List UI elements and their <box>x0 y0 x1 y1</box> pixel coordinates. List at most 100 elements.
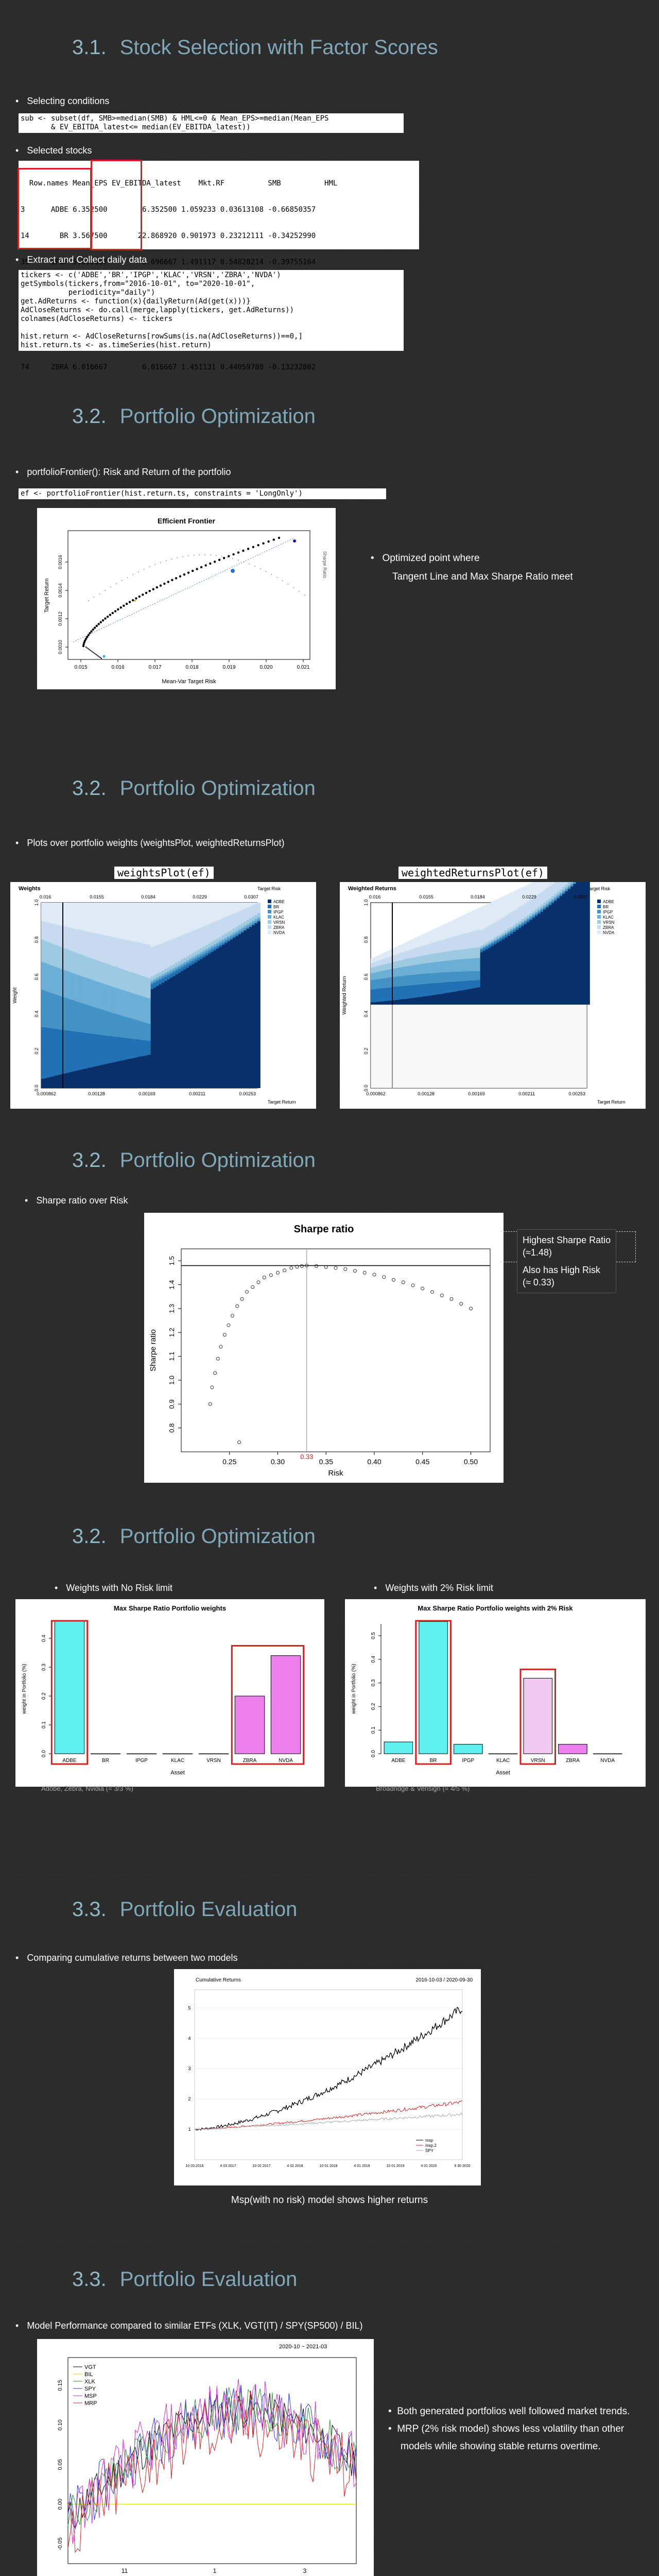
y-tick-label: 0.3 <box>41 1664 47 1671</box>
weight-band <box>57 1075 61 1088</box>
legend-label: ADBE <box>273 900 285 904</box>
weight-band <box>540 892 544 905</box>
weight-band <box>238 929 241 931</box>
weight-band <box>524 903 527 918</box>
weight-band <box>186 956 189 960</box>
weight-band <box>395 986 398 1000</box>
weight-band <box>249 926 252 927</box>
etf-svg: 2020-10 ~ 2021-03 Cumulative Returns -0.… <box>57 2344 357 2574</box>
weight-band <box>417 956 421 964</box>
weight-band <box>112 987 116 1013</box>
weight-band <box>63 903 66 927</box>
weight-band <box>581 876 585 1005</box>
weight-band <box>175 903 179 938</box>
weight-band <box>159 979 162 985</box>
weight-band <box>475 958 478 971</box>
weight-band <box>425 944 429 955</box>
x-tick-label: 10 03 2016 <box>185 2164 203 2168</box>
weight-band <box>529 918 533 921</box>
weight-band <box>381 971 385 979</box>
weight-band <box>557 879 560 892</box>
weight-band <box>505 933 508 934</box>
legend-label: IPGP <box>603 910 613 914</box>
weight-band <box>510 929 513 930</box>
weight-band <box>41 940 44 962</box>
frontier-point-lower <box>91 651 93 652</box>
slide-stock-selection: 3.1.Stock Selection with Factor Scores S… <box>0 0 659 376</box>
weight-band <box>515 925 519 927</box>
weight-band <box>499 936 502 938</box>
note-line: • Optimized point where <box>371 553 480 564</box>
y-tick-label: 0.0 <box>41 1750 47 1757</box>
bullet-etf-comparison: Model Performance compared to similar ET… <box>15 2320 362 2331</box>
x-axis-label: Asset <box>496 1770 510 1776</box>
weight-band <box>164 980 168 1088</box>
weight-band <box>238 934 241 1088</box>
weight-band <box>414 985 418 998</box>
bar <box>558 1744 587 1754</box>
weight-band <box>93 1007 96 1034</box>
weight-band <box>436 927 440 941</box>
sharpe-point <box>401 1280 405 1284</box>
y-tick-label: 0.2 <box>41 1692 47 1700</box>
y-tick-label: 0.8 <box>363 937 369 943</box>
sharpe-point <box>262 1276 266 1280</box>
weight-band <box>398 976 402 987</box>
y-tick-label: 1.1 <box>168 1352 176 1361</box>
weight-band <box>469 980 473 989</box>
weight-band <box>189 958 192 961</box>
weight-band <box>411 957 415 965</box>
weight-band <box>540 909 544 910</box>
weight-band <box>527 922 530 1005</box>
weight-band <box>55 1028 58 1076</box>
weight-band <box>433 962 437 973</box>
weight-band <box>55 994 58 1029</box>
weight-band <box>85 1068 88 1088</box>
sharpe-curve-point <box>160 562 161 563</box>
weight-band <box>167 940 170 968</box>
weight-band <box>453 991 456 1005</box>
weight-band <box>494 937 497 940</box>
weight-band <box>44 963 47 991</box>
weight-band <box>548 901 552 903</box>
weight-band <box>194 929 198 952</box>
weight-band <box>178 972 181 1088</box>
plot-title: Weighted Returns <box>348 886 396 892</box>
weight-band <box>469 931 473 948</box>
weight-band <box>414 957 418 965</box>
weight-band <box>387 970 390 978</box>
sharpe-point <box>459 1302 463 1306</box>
weight-band <box>233 903 236 913</box>
weight-band <box>257 903 261 913</box>
weight-band <box>482 928 486 944</box>
weight-band <box>373 957 377 962</box>
weight-band <box>392 987 396 1001</box>
weight-band <box>371 989 374 1003</box>
weight-band <box>463 933 467 949</box>
weight-band <box>167 967 170 971</box>
weight-band <box>439 972 442 983</box>
weight-band <box>46 1027 50 1078</box>
weight-band <box>164 972 168 975</box>
weighted-returns-plot-svg: Weighted Returns Target Risk Target Retu… <box>342 856 626 1105</box>
sharpe-point <box>230 1314 234 1318</box>
weight-band <box>77 1070 80 1088</box>
weight-band <box>230 934 233 937</box>
weight-band <box>447 981 450 993</box>
x-tick-label: 1 <box>213 2567 217 2574</box>
y-tick-label: 0.8 <box>34 937 39 943</box>
highlight-box-names <box>18 168 92 249</box>
weight-band <box>494 939 497 941</box>
y-tick-label: 0.2 <box>371 1703 376 1710</box>
sharpe-curve-point <box>115 583 117 585</box>
slide-title: 3.2. Portfolio Optimization <box>72 405 316 428</box>
weight-band <box>515 928 519 930</box>
weight-band <box>548 874 552 886</box>
weight-band <box>101 962 105 984</box>
weight-band <box>244 908 247 922</box>
y-tick-label: 0.2 <box>34 1048 39 1055</box>
weight-band <box>85 931 88 957</box>
weight-band <box>202 946 206 951</box>
weight-band <box>527 885 530 902</box>
weight-band <box>491 924 494 939</box>
